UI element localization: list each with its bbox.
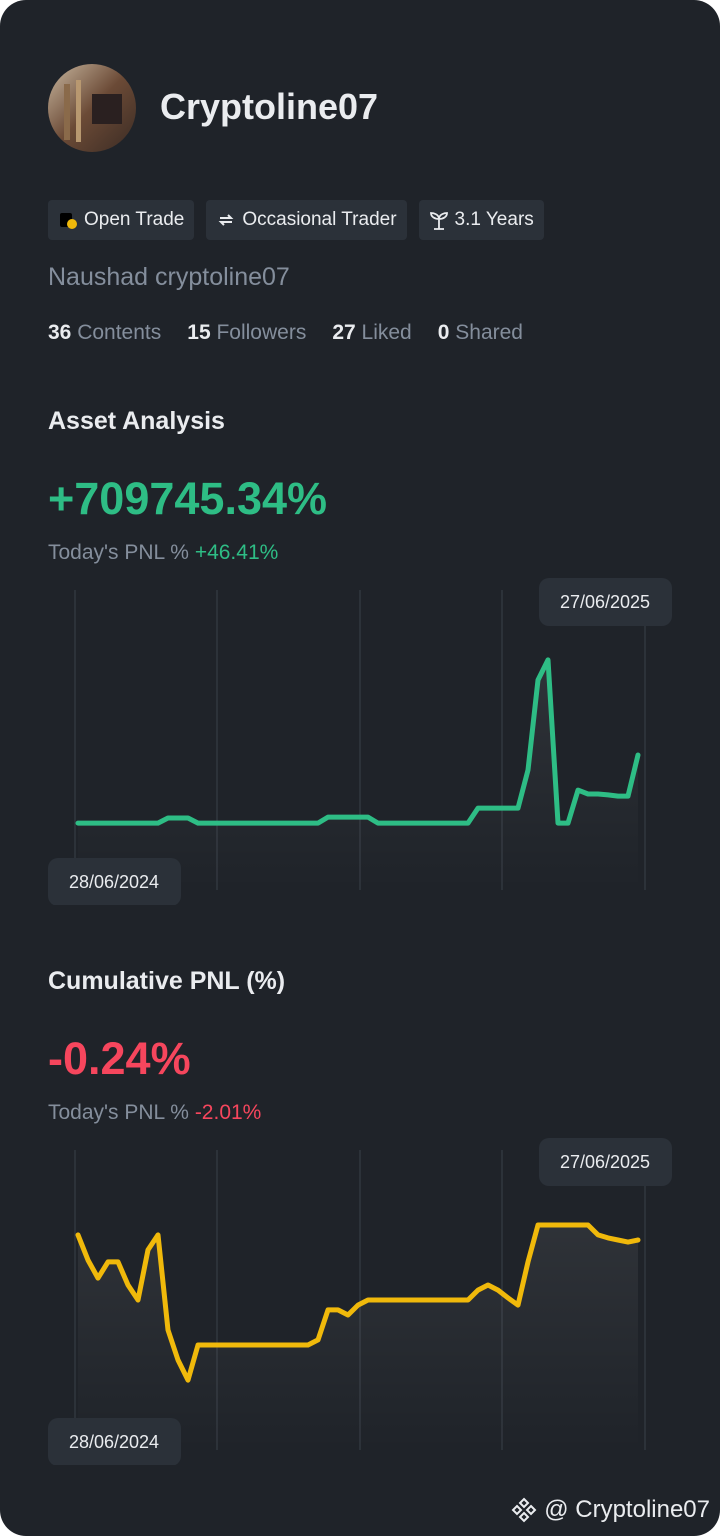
- stat-label: Liked: [361, 321, 412, 344]
- today-value: +46.41%: [194, 541, 279, 564]
- date-pill: [48, 858, 181, 905]
- icon: [218, 214, 234, 226]
- area: [78, 1225, 638, 1450]
- line: [75, 1222, 641, 1383]
- date-pill: [539, 1138, 672, 1186]
- stat-count: 15: [187, 321, 211, 344]
- area: [78, 659, 638, 890]
- section-title: Asset Analysis: [48, 407, 225, 435]
- icon: [60, 213, 77, 229]
- watermark-text: @ Cryptoline07: [544, 1496, 710, 1523]
- date-pill: [539, 578, 672, 626]
- today-pnl: Today's PNL % +46.41%: [48, 541, 278, 565]
- stat-count: 36: [48, 321, 72, 344]
- stat-label: Contents: [77, 321, 162, 344]
- badge: Occasional Trader: [206, 200, 407, 240]
- today-pnl: Today's PNL % -2.01%: [48, 1101, 261, 1125]
- badge: Open Trade: [48, 200, 195, 240]
- section-title: Cumulative PNL (%): [48, 967, 286, 995]
- today-value: -2.01%: [194, 1101, 262, 1124]
- asset-value: +709745.34%: [48, 473, 328, 524]
- stats: 36 Contents 15 Followers 27 Liked 0 Shar…: [48, 321, 523, 345]
- stat: 0 Shared: [438, 321, 523, 345]
- watermark: @ Cryptoline07: [510, 1496, 710, 1524]
- pnl-chart: 27/06/2025 28/06/2024: [48, 1138, 672, 1465]
- icon: [429, 212, 448, 230]
- stat: 36 Contents: [48, 321, 161, 345]
- stat-count: 0: [437, 321, 450, 344]
- today-label: Today's PNL %: [48, 1101, 189, 1124]
- badge: 3.1 Years: [418, 200, 544, 240]
- asset-chart: 27/06/2025 28/06/2024: [48, 578, 672, 905]
- start-date: 28/06/2024: [69, 872, 159, 892]
- today-label: Today's PNL %: [48, 541, 189, 564]
- avatar: [48, 64, 136, 152]
- stat-label: Followers: [216, 321, 307, 344]
- end-date: 27/06/2025: [560, 1152, 650, 1172]
- line: [75, 657, 641, 826]
- stat: 27 Liked: [332, 321, 411, 345]
- stat: 15 Followers: [187, 321, 306, 345]
- badge-row: Open Trade Occasional Trader 3.1 Years: [48, 200, 544, 240]
- profile-name: Cryptoline07: [160, 86, 379, 127]
- badge-text: Occasional Trader: [242, 209, 397, 230]
- stat-label: Shared: [455, 321, 523, 344]
- pnl-value: -0.24%: [48, 1033, 191, 1084]
- start-date: 28/06/2024: [69, 1432, 159, 1452]
- stat-count: 27: [332, 321, 356, 344]
- date-pill: [48, 1418, 181, 1465]
- logo: [511, 1497, 537, 1523]
- end-date: 27/06/2025: [560, 592, 650, 612]
- badge-text: Open Trade: [84, 209, 185, 230]
- display-name: Naushad cryptoline07: [48, 263, 290, 291]
- badge-text: 3.1 Years: [454, 209, 534, 230]
